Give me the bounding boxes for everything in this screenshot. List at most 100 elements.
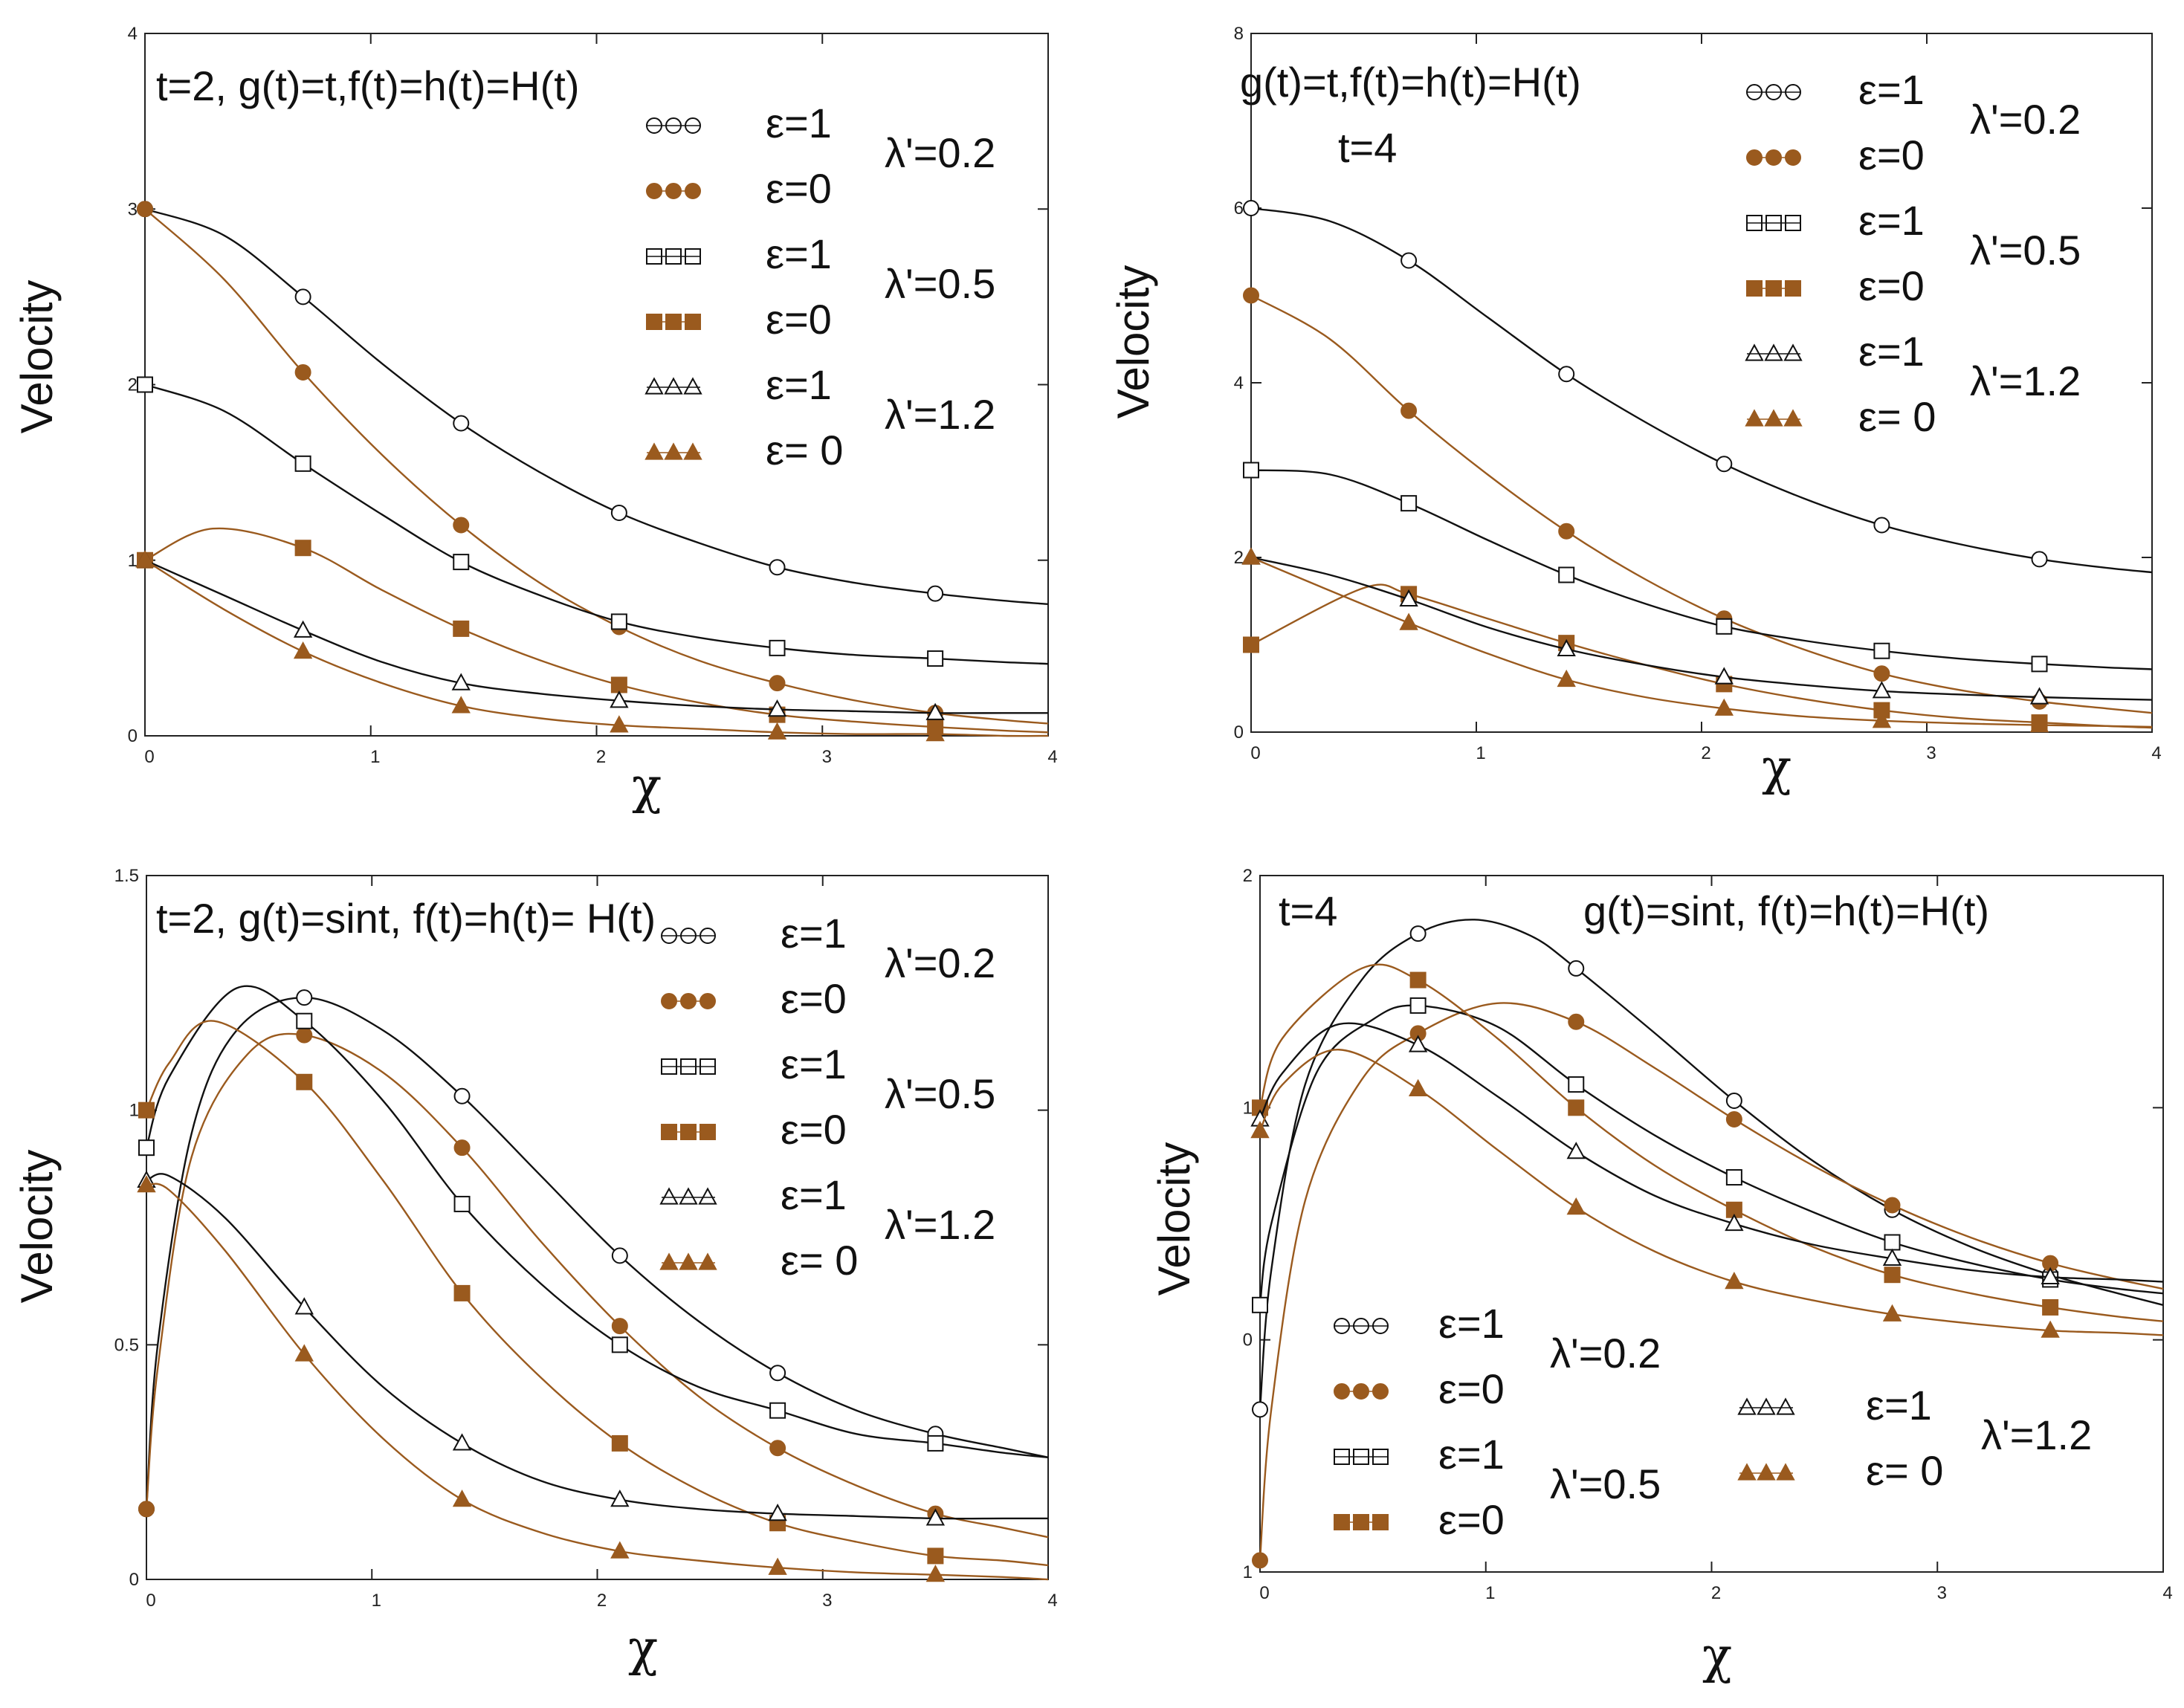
- x-tick-label: 1: [1485, 1583, 1495, 1603]
- y-tick-label: 8: [1234, 24, 1244, 44]
- y-tick-label: 1: [128, 551, 138, 571]
- data-point: [1566, 1142, 1586, 1159]
- legend-marker: [683, 377, 702, 395]
- data-point: [296, 1012, 313, 1029]
- data-point: [769, 675, 786, 692]
- data-point: [1243, 462, 1259, 479]
- legend-epsilon-label: ε=1: [1438, 1300, 1505, 1347]
- x-tick-label: 4: [2162, 1583, 2172, 1603]
- series-1: [138, 989, 1049, 1518]
- data-point: [296, 1073, 313, 1090]
- y-tick-label: 1.5: [114, 866, 139, 886]
- legend-marker: [1764, 343, 1783, 361]
- data-point: [294, 455, 311, 472]
- legend-epsilon-label: ε=1: [781, 1171, 847, 1218]
- chart-title: g(t)=sint, f(t)=h(t)=H(t): [1583, 887, 1989, 934]
- series-line: [1250, 556, 2153, 728]
- chart-panel-3: 0 1 2 3 4 0 0.5 1 1.5 Velocity χ t=2, g(t)=sint, f(…: [12, 866, 1058, 1677]
- legend-epsilon-label: ε=1: [781, 910, 847, 957]
- data-point: [1872, 681, 1892, 699]
- data-point: [610, 613, 627, 630]
- chart-panel-1: 0 1 2 3 4 0 1 2 3 4 Velocity χ t=2, g(t)=t,f(t)=h(t)…: [12, 24, 1058, 815]
- data-point: [296, 1026, 313, 1044]
- data-point: [1243, 287, 1259, 304]
- series-line: [1259, 919, 2164, 1410]
- x-tick-label: 0: [144, 747, 154, 767]
- legend-marker: [664, 377, 683, 395]
- data-point: [453, 517, 470, 534]
- legend-marker: [1764, 409, 1783, 427]
- y-tick-label: 0.5: [114, 1335, 139, 1355]
- data-point: [1714, 667, 1734, 685]
- data-point: [611, 1336, 628, 1353]
- data-point: [769, 639, 786, 656]
- data-point: [1725, 1110, 1742, 1128]
- legend-epsilon-label: ε=0: [1858, 132, 1925, 178]
- data-point: [294, 288, 311, 305]
- y-tick-label: 1: [1243, 1562, 1253, 1582]
- legend-marker: [1757, 1463, 1776, 1481]
- legend-lambda-label: λ'=1.2: [1981, 1411, 2092, 1458]
- legend-marker: [1737, 1463, 1757, 1481]
- data-point: [927, 1547, 944, 1565]
- data-point: [927, 585, 944, 602]
- x-tick-label: 1: [370, 747, 380, 767]
- data-point: [767, 699, 787, 717]
- series-6: [137, 1175, 1049, 1582]
- legend-marker: [1745, 409, 1764, 427]
- x-axis-label: χ: [628, 1620, 658, 1677]
- legend-lambda-label: λ'=0.5: [1970, 227, 2081, 274]
- data-point: [453, 1284, 471, 1301]
- data-point: [451, 696, 471, 714]
- legend-epsilon-label: ε=1: [1858, 66, 1925, 113]
- series-line: [144, 208, 1049, 725]
- x-tick-label: 4: [2151, 743, 2161, 763]
- data-point: [610, 715, 629, 733]
- data-point: [1399, 612, 1418, 630]
- data-point: [1252, 1401, 1268, 1418]
- series-5: [1250, 1022, 2164, 1284]
- data-point: [1558, 366, 1575, 383]
- data-point: [927, 650, 944, 667]
- series-3: [1252, 997, 2164, 1313]
- series-1: [1252, 919, 2164, 1418]
- x-tick-label: 3: [822, 1591, 832, 1611]
- x-tick-label: 2: [596, 747, 606, 767]
- data-point: [135, 550, 155, 568]
- legend: ε=1 λ'=1.2 ε= 0: [1737, 1382, 2092, 1494]
- legend-marker: [698, 1187, 717, 1205]
- data-point: [1408, 1078, 1428, 1096]
- series-line: [1259, 963, 2164, 1322]
- data-point: [294, 363, 311, 381]
- series-line: [145, 985, 1049, 1459]
- data-point: [925, 724, 945, 742]
- x-tick-label: 0: [146, 1591, 155, 1611]
- series-5: [1241, 547, 2153, 705]
- data-point: [1714, 698, 1734, 716]
- x-tick-label: 0: [1259, 1583, 1269, 1603]
- data-point: [1241, 547, 1261, 565]
- data-point: [452, 1489, 472, 1507]
- data-point: [137, 201, 153, 218]
- data-point: [1568, 1013, 1585, 1030]
- data-point: [294, 540, 311, 557]
- y-tick-label: 0: [1243, 1330, 1253, 1350]
- data-point: [2031, 656, 2048, 673]
- data-point: [610, 690, 629, 708]
- x-axis-label: χ: [1702, 1627, 1732, 1684]
- y-tick-label: 2: [1234, 548, 1244, 568]
- data-point: [610, 504, 627, 521]
- y-axis-label: Velocity: [12, 1150, 62, 1304]
- data-point: [1252, 1296, 1268, 1313]
- data-point: [138, 1501, 155, 1518]
- legend-lambda-label: λ'=0.2: [1550, 1330, 1661, 1377]
- x-tick-label: 2: [1711, 1583, 1721, 1603]
- data-point: [453, 1195, 471, 1212]
- data-point: [768, 1557, 787, 1575]
- legend-lambda-label: λ'=1.2: [885, 1201, 995, 1248]
- series-4: [137, 527, 1049, 736]
- data-point: [1400, 252, 1418, 269]
- data-point: [925, 1508, 946, 1526]
- legend-marker: [683, 442, 702, 460]
